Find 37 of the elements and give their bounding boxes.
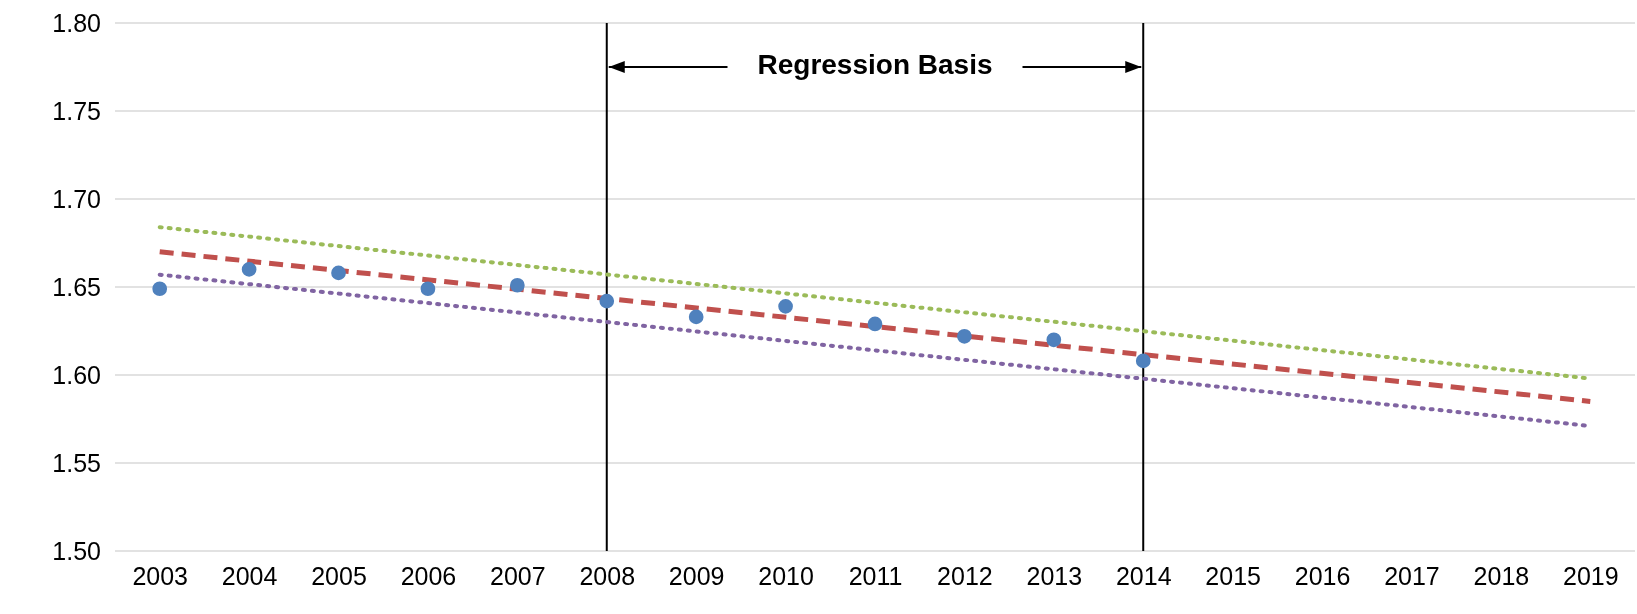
point — [688, 309, 704, 325]
point — [420, 281, 436, 297]
y-tick-label: 1.70 — [52, 184, 101, 213]
x-tick-label: 2008 — [579, 561, 636, 590]
point — [152, 281, 168, 297]
x-tick-label: 2010 — [758, 561, 814, 590]
x-tick-label: 2011 — [848, 561, 903, 590]
point — [867, 316, 883, 332]
point — [1046, 332, 1062, 348]
x-tick-label: 2015 — [1205, 561, 1261, 590]
x-tick-label: 2017 — [1384, 561, 1440, 590]
x-tick-label: 2007 — [490, 561, 546, 590]
x-tick-label: 2014 — [1115, 561, 1172, 590]
point — [599, 293, 615, 309]
point — [241, 262, 257, 277]
point — [510, 277, 525, 293]
x-tick-label: 2003 — [132, 561, 189, 590]
point — [957, 328, 972, 344]
x-tick-label: 2006 — [400, 561, 457, 590]
y-tick-label: 1.55 — [52, 448, 101, 477]
x-tick-label: 2018 — [1473, 561, 1530, 590]
x-tick-label: 2005 — [311, 561, 367, 590]
y-tick-label: 1.75 — [52, 96, 101, 125]
y-tick-label: 1.60 — [52, 360, 101, 389]
x-tick-label: 2004 — [221, 561, 278, 590]
y-tick-label: 1.80 — [52, 8, 101, 37]
point — [1135, 353, 1151, 369]
x-tick-label: 2013 — [1026, 561, 1083, 590]
point — [331, 265, 346, 281]
point — [778, 299, 793, 314]
x-tick-label: 2009 — [668, 561, 725, 590]
y-tick-label: 1.50 — [52, 536, 101, 565]
y-tick-label: 1.65 — [52, 272, 101, 301]
x-tick-label: 2019 — [1562, 561, 1619, 590]
x-tick-label: 2016 — [1294, 561, 1351, 590]
annotation: Regression Basis — [757, 49, 993, 81]
x-tick-label: 2012 — [937, 561, 993, 590]
